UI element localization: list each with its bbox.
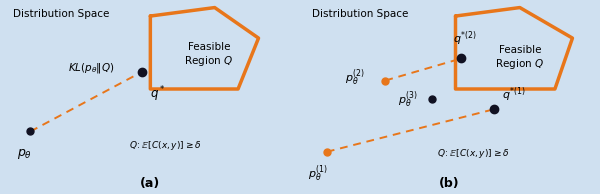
Text: $q^{*(2)}$: $q^{*(2)}$	[452, 30, 476, 48]
Text: $KL(p_\theta \| Q)$: $KL(p_\theta \| Q)$	[68, 61, 115, 75]
Text: Distribution Space: Distribution Space	[312, 9, 409, 19]
Text: Feasible
Region $Q$: Feasible Region $Q$	[496, 45, 544, 71]
Text: $Q$: $\mathbb{E}[C(x,y)] \geq \delta$: $Q$: $\mathbb{E}[C(x,y)] \geq \delta$	[129, 139, 201, 152]
Text: $q^*$: $q^*$	[151, 84, 166, 104]
Text: $Q$: $\mathbb{E}[C(x,y)] \geq \delta$: $Q$: $\mathbb{E}[C(x,y)] \geq \delta$	[437, 147, 509, 160]
Text: $p_\theta^{(1)}$: $p_\theta^{(1)}$	[308, 164, 328, 184]
Text: (a): (a)	[140, 177, 160, 190]
Text: Distribution Space: Distribution Space	[13, 9, 109, 19]
Text: (b): (b)	[439, 177, 460, 190]
Text: $p_\theta^{(2)}$: $p_\theta^{(2)}$	[345, 67, 365, 87]
Text: Feasible
Region $Q$: Feasible Region $Q$	[184, 42, 233, 68]
Text: $q^{*(1)}$: $q^{*(1)}$	[502, 86, 526, 104]
Text: $p_\theta^{(3)}$: $p_\theta^{(3)}$	[398, 89, 418, 110]
Text: $p_\theta$: $p_\theta$	[17, 147, 32, 161]
